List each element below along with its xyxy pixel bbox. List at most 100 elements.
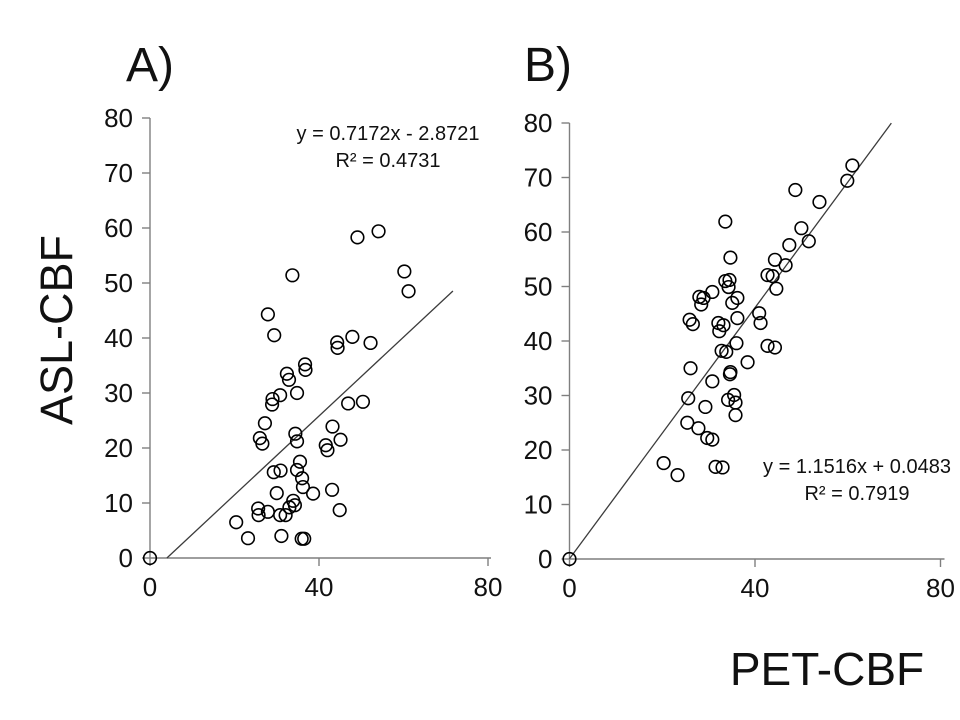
panel-a-data-point (324, 482, 340, 497)
panel-b-data-point (691, 421, 706, 436)
panel-b-data-point (656, 455, 671, 471)
panel-b-y-tick-label: 70 (524, 163, 553, 193)
panel-a-data-point (350, 230, 365, 245)
panel-b-y-tick-label: 80 (524, 108, 553, 138)
panel-a-data-point (288, 426, 303, 441)
panel-b-data-point (562, 551, 577, 567)
panel-b-data-point (782, 237, 797, 253)
x-axis-label: PET-CBF (729, 643, 925, 695)
panel-b-y-tick-label: 10 (524, 490, 553, 520)
panel-a-data-point (287, 498, 303, 513)
panel-b-title: B) (524, 39, 572, 92)
panel-a-y-tick-label: 0 (119, 543, 133, 573)
panel-b-data-point (712, 324, 727, 339)
panel-b-data-point (765, 269, 780, 284)
panel-a-data-point (269, 486, 284, 501)
panel-b-data-point (708, 459, 723, 474)
panel-b-data-point (698, 399, 713, 415)
panel-a-data-point (265, 391, 280, 407)
panel-a-data-point (371, 224, 386, 239)
panel-b-data-point (719, 344, 734, 360)
panel-b-y-tick-label: 40 (524, 326, 553, 356)
panel-a-y-tick-label: 60 (104, 213, 133, 243)
panel-a-y-tick-label: 10 (104, 488, 133, 518)
panel-a-x-tick-label: 0 (143, 572, 157, 602)
panel-a-data-point (265, 397, 280, 412)
panel-a-data-point (229, 515, 244, 530)
panel-b-data-point (769, 281, 784, 296)
panel-b-y-tick-label: 20 (524, 435, 553, 465)
panel-b-data-point (705, 432, 720, 447)
panel-a-equation: y = 0.7172x - 2.8721 (296, 123, 480, 145)
panel-b-data-point (794, 221, 809, 236)
panel-a-data-point (297, 531, 312, 546)
panel-a-data-point (255, 436, 270, 451)
panel-a-data-point (292, 454, 308, 469)
panel-a-x-tick-label: 40 (305, 572, 334, 602)
panel-b-x-tick-label: 0 (562, 573, 576, 603)
panel-b-data-point (812, 194, 827, 210)
panel-a-data-point (289, 462, 305, 478)
panel-a-equation-block: y = 0.7172x - 2.8721 R² = 0.4731 (228, 121, 548, 175)
panel-b-data-point (715, 460, 730, 475)
panel-b-data-point (778, 258, 793, 273)
panel-b-data-point (753, 315, 768, 331)
panel-a-y-tick-label: 70 (104, 158, 133, 188)
panel-b-data-point (788, 182, 803, 198)
panel-a-data-point (320, 443, 335, 458)
panel-b-data-point (740, 355, 755, 370)
panel-a-data-point (240, 531, 256, 546)
panel-b-data-point (845, 158, 860, 173)
panel-b-data-point (718, 214, 733, 229)
panel-b-data-point (727, 387, 742, 403)
panel-b-data-point (729, 336, 744, 351)
panel-a-y-tick-label: 40 (104, 323, 133, 353)
panel-b-data-point (682, 312, 697, 327)
panel-a-data-point (260, 307, 275, 322)
panel-a-data-point (297, 357, 313, 372)
panel-b-data-point (801, 234, 816, 249)
panel-b-r-squared: R² = 0.7919 (804, 483, 910, 505)
panel-b-data-point (760, 338, 775, 354)
panel-a-data-point (142, 550, 158, 566)
panel-b-data-point (685, 317, 700, 332)
panel-b-data-point (728, 408, 743, 423)
panel-b-data-point (670, 467, 685, 483)
panel-a-y-tick-label: 20 (104, 433, 133, 463)
panel-a-data-point (273, 507, 288, 523)
panel-b-data-point (722, 272, 737, 288)
panel-a-data-point (278, 507, 293, 523)
panel-b-data-point (725, 295, 740, 310)
panel-b-x-tick-label: 80 (926, 573, 955, 603)
panel-a-data-point (273, 388, 288, 403)
panel-a-r-squared: R² = 0.4731 (335, 150, 441, 172)
panel-b-data-point (730, 290, 745, 306)
panel-a-data-point (355, 394, 371, 409)
panel-a-data-point (397, 264, 412, 279)
panel-a-data-point (363, 335, 378, 351)
panel-b-data-point (680, 415, 695, 430)
panel-b-data-point (730, 311, 745, 326)
panel-b-y-tick-label: 60 (524, 217, 553, 247)
panel-b-data-point (683, 361, 698, 376)
panel-b-y-tick-label: 0 (538, 544, 552, 574)
panel-a-data-point (273, 463, 288, 478)
panel-b-x-tick-label: 40 (741, 573, 770, 603)
panel-a-data-point (251, 501, 266, 516)
panel-b-data-point (728, 395, 743, 410)
panel-b-data-point (681, 391, 696, 406)
panel-a-x-tick-label: 80 (474, 572, 503, 602)
panel-a-data-point (285, 268, 300, 283)
panel-a-data-point (266, 465, 281, 480)
panel-a-data-point (279, 366, 294, 381)
panel-b-data-point (760, 267, 775, 283)
panel-a-data-point (333, 432, 348, 447)
panel-b-data-point (723, 364, 738, 380)
panel-a-trendline (166, 290, 454, 559)
panel-a-data-point (341, 396, 356, 411)
panel-a-data-point (295, 479, 311, 495)
panel-b-data-point (752, 306, 767, 321)
panel-a-data-point (289, 385, 305, 401)
